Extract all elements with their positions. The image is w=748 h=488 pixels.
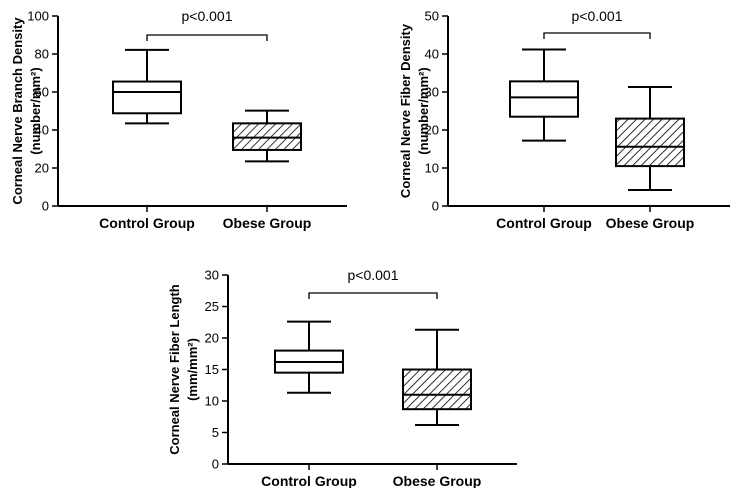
y-tick-label: 25 — [205, 299, 219, 314]
p-value-annotation: p<0.001 — [182, 8, 233, 24]
y-tick-label: 100 — [27, 9, 49, 24]
y-tick-label: 0 — [432, 199, 439, 214]
y-tick-label: 20 — [35, 161, 49, 176]
fiber-density-chart: 0 10 20 30 40 50 Corneal Nerve Fiber Density (n… — [398, 8, 730, 231]
y-axis-unit: (number/mm²) — [28, 67, 43, 154]
y-tick-label: 50 — [425, 9, 439, 24]
box-control — [112, 80, 182, 115]
x-category-label: Control Group — [99, 215, 195, 231]
y-tick-label: 10 — [205, 394, 219, 409]
p-value-annotation: p<0.001 — [572, 8, 623, 24]
significance-bracket — [146, 34, 268, 41]
box-obese — [615, 117, 685, 168]
y-axis-title: Corneal Nerve Fiber Length — [167, 284, 182, 455]
box-control — [509, 80, 579, 118]
y-axis-title: Corneal Nerve Branch Density — [10, 17, 25, 205]
y-tick-label: 20 — [205, 331, 219, 346]
x-category-label: Obese Group — [393, 473, 482, 488]
y-tick-label: 30 — [205, 268, 219, 283]
y-tick-label: 40 — [425, 47, 439, 62]
y-tick-label: 5 — [212, 425, 219, 440]
y-tick-label: 15 — [205, 362, 219, 377]
y-tick-label: 60 — [35, 85, 49, 100]
y-tick-label: 20 — [425, 123, 439, 138]
significance-bracket — [543, 32, 651, 39]
y-axis-unit: (mm/mm²) — [185, 338, 200, 401]
y-tick-label: 40 — [35, 123, 49, 138]
y-tick-label: 30 — [425, 85, 439, 100]
x-category-label: Obese Group — [606, 215, 695, 231]
box-obese — [402, 368, 472, 411]
p-value-annotation: p<0.001 — [348, 267, 399, 283]
y-axis-title: Corneal Nerve Fiber Density — [398, 23, 413, 198]
y-axis-unit: (number/mm²) — [416, 67, 431, 154]
x-category-label: Control Group — [496, 215, 592, 231]
y-tick-label: 0 — [212, 457, 219, 472]
significance-bracket — [308, 292, 438, 299]
fiber-length-chart: 0 5 10 15 20 25 30 Corneal Nerve Fiber Length (m… — [167, 267, 517, 488]
x-category-label: Control Group — [261, 473, 357, 488]
y-tick-label: 80 — [35, 47, 49, 62]
x-category-label: Obese Group — [223, 215, 312, 231]
y-tick-label: 0 — [42, 199, 49, 214]
y-tick-label: 10 — [425, 161, 439, 176]
